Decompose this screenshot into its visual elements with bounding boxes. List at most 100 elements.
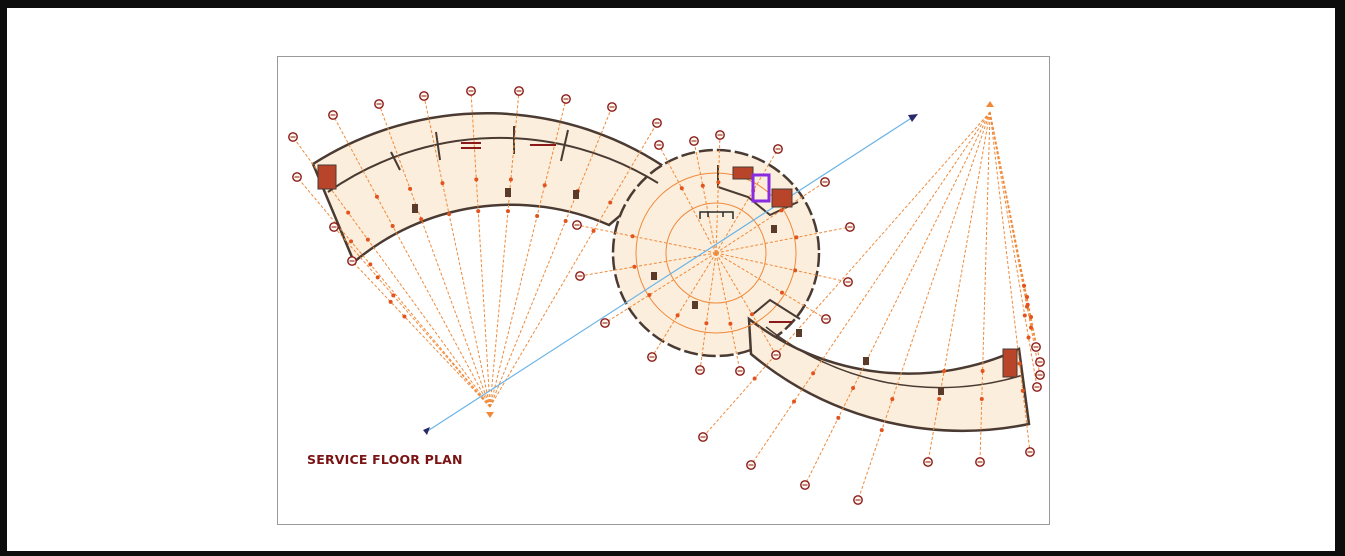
- grid-intersection: [836, 415, 841, 420]
- grid-line: [715, 148, 779, 254]
- grid-line: [489, 90, 520, 408]
- grid-intersection: [368, 262, 373, 267]
- grid-intersection: [505, 209, 510, 214]
- grid-intersection: [700, 183, 705, 188]
- grid-marker-icon: [288, 132, 298, 142]
- grid-intersection: [716, 180, 721, 185]
- stair-icon: [771, 188, 793, 208]
- grid-marker-icon: [652, 118, 662, 128]
- grid-marker-icon: [975, 457, 985, 467]
- grid-marker-icon: [735, 366, 745, 376]
- stair-icon: [317, 164, 337, 190]
- grid-line: [351, 260, 491, 408]
- grid-marker-icon: [347, 256, 357, 266]
- grid-marker-icon: [572, 220, 582, 230]
- grid-line: [292, 136, 491, 408]
- grid-markers: [288, 86, 1045, 505]
- section-arrow-icon: [423, 427, 430, 435]
- grid-intersection: [474, 177, 479, 182]
- grid-intersection: [1029, 315, 1033, 319]
- grid-lines: [292, 90, 1041, 501]
- grid-line: [715, 181, 826, 254]
- stair-icon: [732, 166, 754, 180]
- grid-marker-icon: [1032, 382, 1042, 392]
- grid-marker-icon: [715, 130, 725, 140]
- grid-intersection: [890, 397, 895, 402]
- column-icon: [692, 301, 698, 309]
- floor-plan-drawing: [288, 86, 1045, 505]
- grid-marker-icon: [514, 86, 524, 96]
- grid-intersections: [346, 177, 1033, 433]
- grid-intersection: [980, 369, 985, 373]
- grid-intersection: [1025, 295, 1029, 299]
- grid-intersection: [591, 228, 596, 233]
- grid-intersection: [728, 321, 733, 326]
- column-icon: [796, 329, 802, 337]
- grid-intersection: [1022, 283, 1027, 288]
- rotunda-service-room: [717, 165, 799, 217]
- grid-marker-icon: [698, 432, 708, 442]
- grid-line: [470, 90, 491, 408]
- grid-intersection: [879, 428, 884, 433]
- grid-intersection: [1020, 388, 1025, 393]
- grid-intersection: [630, 234, 635, 239]
- grid-line: [927, 111, 991, 463]
- drawing-title: SERVICE FLOOR PLAN: [307, 452, 463, 467]
- grid-intersection: [632, 264, 637, 269]
- grid-intersection: [608, 200, 613, 205]
- grid-line: [715, 252, 741, 372]
- partition: [435, 131, 441, 161]
- stair-icon: [1002, 348, 1018, 378]
- grid-line: [333, 226, 491, 408]
- column-icon: [938, 387, 944, 395]
- grid-intersection: [419, 217, 424, 222]
- grid-intersection: [408, 186, 413, 191]
- grid-line: [979, 111, 991, 463]
- grid-intersection: [752, 376, 757, 381]
- grid-marker-icon: [1035, 357, 1045, 367]
- grid-marker-icon: [853, 495, 863, 505]
- grid-intersection: [675, 313, 680, 318]
- grid-intersection: [1026, 335, 1031, 340]
- reception-counter: [699, 211, 734, 219]
- grid-marker-icon: [845, 222, 855, 232]
- grid-line: [576, 224, 717, 254]
- column-icon: [573, 190, 579, 199]
- rotunda-service-room: [751, 298, 801, 320]
- partition: [390, 151, 401, 171]
- grid-line: [702, 111, 991, 438]
- grid-marker-icon: [821, 314, 831, 324]
- grid-marker-icon: [292, 172, 302, 182]
- column-icon: [771, 225, 777, 233]
- grid-intersection: [794, 235, 799, 240]
- grid-intersection: [508, 177, 513, 182]
- grid-intersection: [365, 237, 370, 242]
- grid-marker-icon: [773, 144, 783, 154]
- columns: [412, 188, 944, 395]
- grid-line: [579, 252, 717, 277]
- drawing-sheet: SERVICE FLOOR PLAN: [277, 56, 1050, 525]
- grid-intersection: [679, 186, 684, 191]
- grid-intersection: [647, 293, 652, 297]
- grid-line: [693, 140, 717, 254]
- grid-intersection: [390, 223, 395, 228]
- grid-intersection: [476, 209, 481, 214]
- grid-marker-icon: [600, 318, 610, 328]
- grid-intersection: [440, 181, 445, 186]
- grid-marker-icon: [1035, 370, 1045, 380]
- grid-line: [989, 111, 1031, 453]
- east-wing-corridor-line: [765, 326, 1024, 389]
- grid-intersection: [1029, 325, 1033, 330]
- grid-line: [658, 144, 717, 254]
- west-wing-corridor-line: [327, 136, 659, 193]
- grid-marker-icon: [647, 352, 657, 362]
- grid-intersection: [542, 183, 547, 188]
- grid-intersection: [1017, 361, 1022, 366]
- grid-marker-icon: [843, 277, 853, 287]
- grid-line: [715, 252, 849, 283]
- grid-intersection: [811, 371, 816, 376]
- fixtures: [317, 142, 1018, 378]
- grid-line: [423, 95, 491, 408]
- grid-intersection: [1025, 302, 1030, 307]
- grid-intersection: [391, 293, 396, 298]
